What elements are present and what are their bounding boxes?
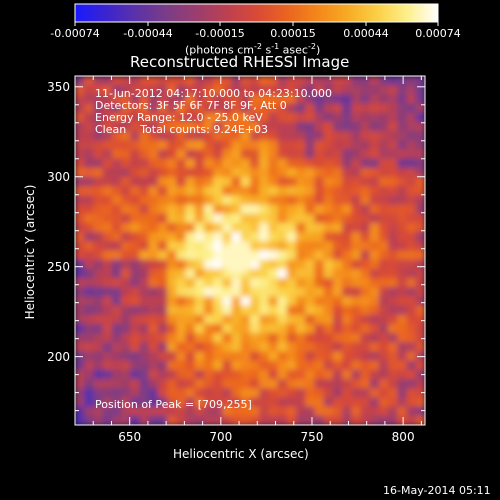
image-title: Reconstructed RHESSI Image [130, 53, 350, 71]
x-tick-label: 700 [209, 430, 233, 444]
peak-spot [221, 241, 254, 274]
colorbar-tick-label: -0.00044 [123, 27, 173, 40]
colorbar-ticks [74, 22, 439, 26]
info-line-2: Detectors: 3F 5F 6F 7F 8F 9F, Att 0 [95, 99, 287, 112]
heatmap-image [75, 76, 425, 425]
info-line-3: Energy Range: 12.0 - 25.0 keV [95, 111, 263, 124]
y-axis-label: Heliocentric Y (arcsec) [23, 184, 37, 320]
colorbar-tick-label: 0.00074 [415, 27, 461, 40]
peak-position: Position of Peak = [709,255] [95, 398, 252, 411]
colorbar-tick-label: -0.00015 [195, 27, 245, 40]
y-tick-label: 250 [47, 259, 70, 274]
footer-date: 16-May-2014 05:11 [383, 484, 491, 497]
colorbar [74, 3, 439, 23]
x-axis-label: Heliocentric X (arcsec) [173, 447, 309, 461]
x-tick-label: 750 [300, 430, 324, 444]
colorbar-tick-label: -0.00074 [50, 27, 100, 40]
colorbar-tick-label: 0.00015 [270, 27, 316, 40]
x-tick-label: 650 [118, 430, 142, 444]
y-tick-label: 200 [47, 349, 70, 364]
colorbar-tick-label: 0.00044 [343, 27, 389, 40]
colorbar-units: (photons cm-2 s-1 asec-2) [185, 42, 321, 57]
plot-frame [74, 75, 426, 426]
axis-ticks [75, 76, 425, 425]
y-tick-label: 350 [47, 79, 70, 94]
info-line-4: Clean Total counts: 9.24E+03 [95, 123, 269, 136]
x-tick-label: 800 [391, 430, 415, 444]
y-tick-label: 300 [47, 169, 70, 184]
info-line-1: 11-Jun-2012 04:17:10.000 to 04:23:10.000 [95, 87, 333, 100]
